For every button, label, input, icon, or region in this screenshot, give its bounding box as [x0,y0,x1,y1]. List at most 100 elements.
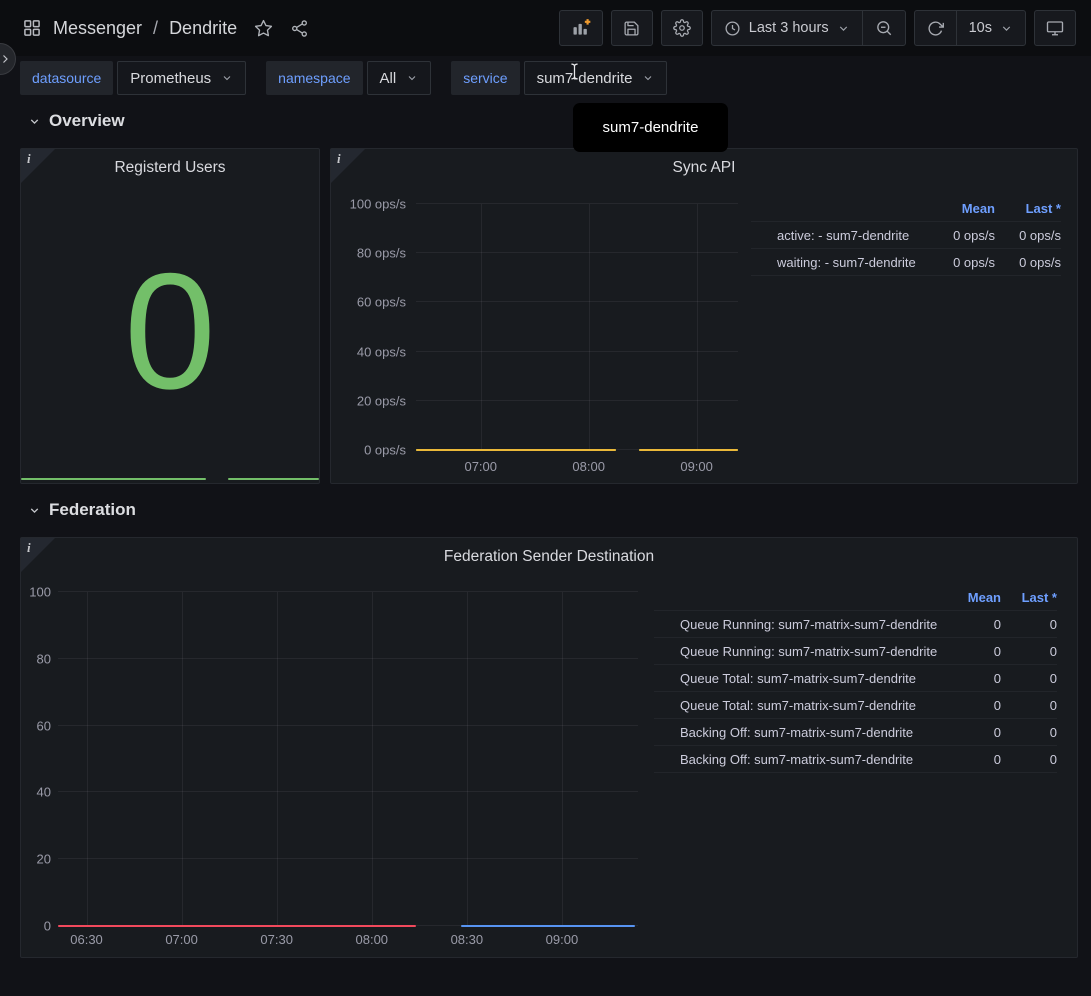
legend-series-name[interactable]: Queue Total: sum7-matrix-sum7-dendrite [678,671,941,686]
legend-column-header[interactable]: Last * [1001,590,1057,605]
variable-namespace: namespace All [266,61,431,95]
y-axis-tick-label: 20 [37,852,51,867]
save-dashboard-button[interactable] [611,10,653,46]
panel-title[interactable]: Sync API [371,159,1037,177]
chart-legend: MeanLast *active: - sum7-dendrite0 ops/s… [751,195,1061,276]
legend-last-value: 0 [1001,644,1057,659]
top-navigation-bar: Messenger / Dendrite [0,0,1091,56]
y-axis-tick-label: 100 [29,585,51,600]
variable-datasource-value-dropdown[interactable]: Prometheus [117,61,246,95]
variable-service-value-dropdown[interactable]: sum7-dendrite [524,61,668,95]
legend-last-value: 0 [1001,617,1057,632]
section-header-overview[interactable]: Overview [28,111,125,131]
chevron-down-icon [1000,22,1013,35]
legend-mean-value: 0 ops/s [923,228,995,243]
x-axis-tick-label: 07:00 [165,932,198,947]
legend-mean-value: 0 [941,752,1001,767]
panel-federation-sender-destination: i Federation Sender Destination 02040608… [20,537,1078,958]
legend-series-name[interactable]: waiting: - sum7-dendrite [775,255,923,270]
kiosk-mode-button[interactable] [1034,10,1076,46]
refresh-interval-picker[interactable]: 10s [956,11,1025,45]
legend-header-row: MeanLast * [654,584,1057,611]
legend-header-row: MeanLast * [751,195,1061,222]
legend-series-name[interactable]: active: - sum7-dendrite [775,228,923,243]
series-line [461,925,635,927]
variable-service-value: sum7-dendrite [537,70,633,87]
variable-namespace-value-dropdown[interactable]: All [367,61,432,95]
gridline-horizontal [416,351,738,352]
breadcrumb-dashboard-folder[interactable]: Messenger [53,18,142,39]
legend-series-name[interactable]: Queue Total: sum7-matrix-sum7-dendrite [678,698,941,713]
stat-value: 0 [21,249,319,414]
dashboard-settings-button[interactable] [661,10,703,46]
chevron-down-icon [221,72,233,84]
chart-plot-area[interactable] [416,204,738,450]
series-line [58,925,416,927]
panel-sync-api: i Sync API 0 ops/s20 ops/s40 ops/s60 ops… [330,148,1078,484]
variable-service: service sum7-dendrite [451,61,667,95]
chart-plot-area[interactable] [58,592,638,926]
legend-row: Queue Total: sum7-matrix-sum7-dendrite00 [654,665,1057,692]
variable-value-tooltip: sum7-dendrite [573,103,728,152]
panel-title[interactable]: Registerd Users [61,159,279,177]
time-range-picker[interactable]: Last 3 hours [712,11,862,45]
panel-info-icon[interactable]: i [331,149,365,183]
panel-info-icon[interactable]: i [21,149,55,183]
variable-namespace-value: All [380,70,397,87]
variable-datasource-label: datasource [20,61,113,95]
variable-service-label: service [451,61,519,95]
legend-row: Backing Off: sum7-matrix-sum7-dendrite00 [654,746,1057,773]
legend-mean-value: 0 ops/s [923,255,995,270]
gridline-vertical [589,204,590,450]
x-axis: 07:0008:0009:00 [416,459,738,477]
dashboard-toolbar: Last 3 hours [559,10,1076,46]
share-icon[interactable] [290,19,309,38]
x-axis-tick-label: 08:00 [572,459,605,474]
chevron-down-icon [28,504,41,517]
y-axis-tick-label: 80 ops/s [357,246,406,261]
legend-column-header[interactable]: Mean [941,590,1001,605]
gridline-horizontal [58,791,638,792]
y-axis-tick-label: 80 [37,651,51,666]
x-axis-tick-label: 08:00 [355,932,388,947]
gridline-horizontal [58,591,638,592]
legend-mean-value: 0 [941,671,1001,686]
panel-registered-users: i Registerd Users 0 [20,148,320,484]
panel-info-icon[interactable]: i [21,538,55,572]
add-panel-button[interactable] [559,10,603,46]
apps-icon [22,18,42,38]
breadcrumb-current-dashboard[interactable]: Dendrite [169,18,237,39]
time-range-label: Last 3 hours [749,20,829,36]
gridline-horizontal [58,858,638,859]
legend-column-header[interactable]: Mean [923,201,995,216]
legend-series-name[interactable]: Queue Running: sum7-matrix-sum7-dendrite [678,644,941,659]
gridline-vertical [562,592,563,926]
legend-mean-value: 0 [941,698,1001,713]
legend-last-value: 0 [1001,698,1057,713]
y-axis-tick-label: 100 ops/s [350,197,406,212]
legend-series-name[interactable]: Backing Off: sum7-matrix-sum7-dendrite [678,752,941,767]
breadcrumb-separator: / [153,18,158,39]
zoom-out-time-range-button[interactable] [862,11,905,45]
chevron-down-icon [28,115,41,128]
star-icon[interactable] [254,19,273,38]
legend-series-name[interactable]: Backing Off: sum7-matrix-sum7-dendrite [678,725,941,740]
zoom-out-icon [875,19,893,37]
legend-last-value: 0 ops/s [995,228,1061,243]
y-axis-tick-label: 20 ops/s [357,393,406,408]
y-axis: 0 ops/s20 ops/s40 ops/s60 ops/s80 ops/s1… [331,204,406,450]
text-cursor-icon [568,63,581,80]
legend-series-name[interactable]: Queue Running: sum7-matrix-sum7-dendrite [678,617,941,632]
legend-last-value: 0 [1001,752,1057,767]
x-axis-tick-label: 09:00 [680,459,713,474]
variable-datasource-value: Prometheus [130,70,211,87]
chevron-down-icon [837,22,850,35]
legend-column-header[interactable]: Last * [995,201,1061,216]
legend-row: Queue Running: sum7-matrix-sum7-dendrite… [654,638,1057,665]
panel-title[interactable]: Federation Sender Destination [61,548,1037,566]
section-header-federation[interactable]: Federation [28,500,136,520]
stat-sparkline [21,478,319,481]
refresh-dashboard-button[interactable] [915,11,956,45]
gridline-vertical [182,592,183,926]
gridline-vertical [87,592,88,926]
